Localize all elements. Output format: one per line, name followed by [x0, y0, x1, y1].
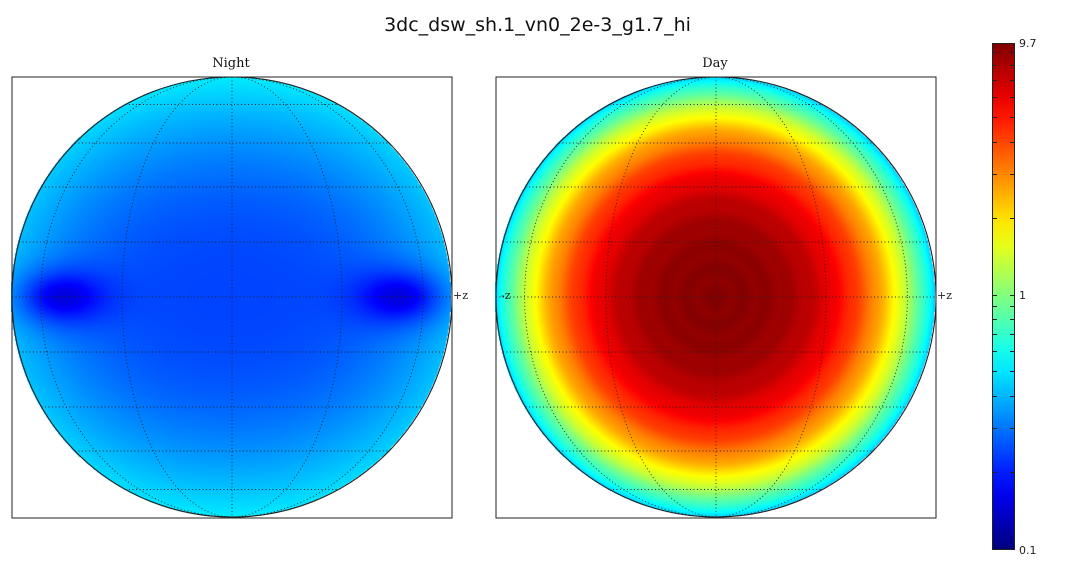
colorbar-minor-tick: [993, 351, 997, 353]
colorbar-tick-max: 9.7: [1019, 37, 1037, 50]
colorbar-minor-tick: [993, 173, 997, 175]
colorbar-tick-min: 0.1: [1019, 544, 1037, 557]
colorbar-tick-1: 1: [1019, 289, 1026, 302]
colorbar-minor-tick: [1010, 334, 1014, 336]
colorbar-minor-tick: [993, 294, 997, 296]
grid-meridian-line: [121, 76, 343, 518]
grid-overlay-night: [11, 76, 453, 519]
disk-outline: [11, 76, 453, 518]
colorbar-minor-tick: [993, 427, 997, 429]
colorbar-minor-tick: [1010, 173, 1014, 175]
colorbar-minor-tick: [1010, 371, 1014, 373]
colorbar-minor-tick: [993, 395, 997, 397]
colorbar-minor-tick: [1010, 427, 1014, 429]
colorbar-minor-tick: [993, 334, 997, 336]
colorbar-minor-tick: [1010, 395, 1014, 397]
colorbar-minor-tick: [993, 117, 997, 119]
colorbar-minor-tick: [993, 306, 997, 308]
axis-label-day-right: +z: [937, 289, 953, 302]
colorbar-minor-tick: [1010, 52, 1014, 54]
colorbar-minor-tick: [993, 52, 997, 54]
colorbar-minor-tick: [993, 549, 997, 550]
colorbar-minor-tick: [1010, 80, 1014, 81]
axis-label-night-right: +z: [453, 289, 469, 302]
colorbar-minor-tick: [993, 218, 997, 220]
colorbar-minor-tick: [993, 97, 997, 99]
colorbar-minor-tick: [1010, 97, 1014, 99]
colorbar-minor-tick: [1010, 65, 1014, 67]
colorbar-minor-tick: [993, 65, 997, 67]
panel-title-night: Night: [212, 56, 250, 71]
colorbar-minor-tick: [1010, 549, 1014, 550]
chart-title: 3dc_dsw_sh.1_vn0_2e-3_g1.7_hi: [384, 14, 691, 36]
colorbar-minor-tick: [1010, 472, 1014, 474]
heatmap-day: [495, 77, 935, 517]
colorbar-minor-tick: [1010, 141, 1014, 143]
colorbar-minor-tick: [1010, 117, 1014, 119]
heatmap-night: [11, 77, 451, 517]
colorbar-minor-tick: [1010, 306, 1014, 308]
colorbar-minor-tick: [1010, 351, 1014, 353]
axis-label-day-left: -z: [501, 289, 511, 302]
colorbar-minor-tick: [993, 141, 997, 143]
colorbar-minor-tick: [993, 80, 997, 81]
grid-overlay-day: [495, 76, 937, 519]
colorbar: [992, 43, 1015, 550]
colorbar-minor-tick: [993, 472, 997, 474]
colorbar-minor-tick: [1010, 218, 1014, 220]
disk-outline: [495, 76, 937, 518]
colorbar-minor-tick: [993, 371, 997, 373]
colorbar-minor-tick: [993, 319, 997, 321]
grid-meridian-line: [605, 76, 827, 518]
colorbar-minor-tick: [1010, 319, 1014, 321]
colorbar-minor-tick: [1010, 294, 1014, 296]
panel-title-day: Day: [702, 56, 728, 71]
